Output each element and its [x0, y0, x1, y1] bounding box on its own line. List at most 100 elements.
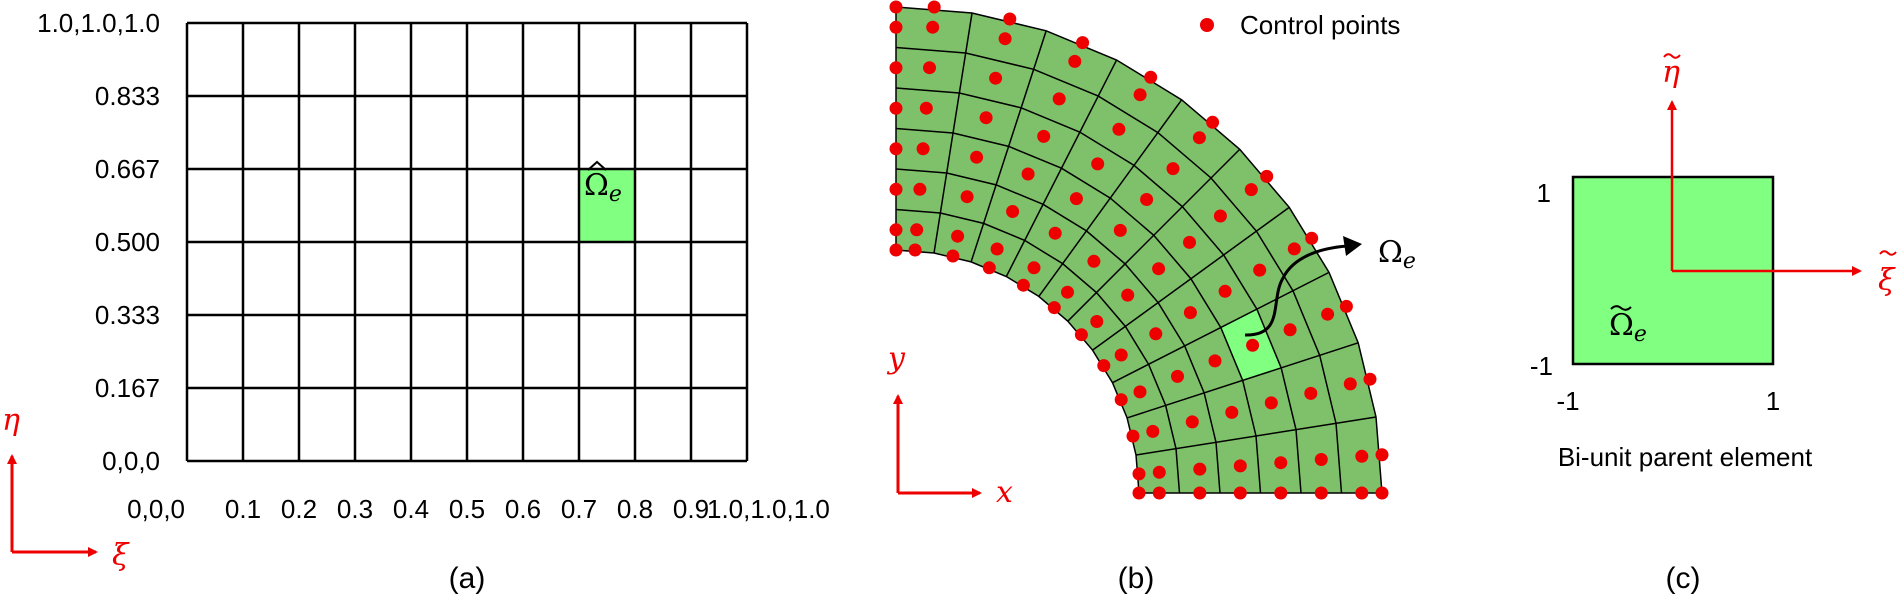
control-point: [1091, 157, 1105, 171]
caption-c: (c): [1666, 562, 1701, 595]
control-point: [1304, 386, 1318, 400]
tick-x-max: 1: [1766, 386, 1780, 416]
mesh-line-radial: [1005, 59, 1118, 277]
control-point: [1264, 396, 1278, 410]
control-point: [1233, 459, 1247, 473]
control-point: [1068, 54, 1082, 68]
control-point: [889, 61, 903, 75]
control-point: [1114, 393, 1128, 407]
omega-tilde-accent: [1610, 305, 1632, 311]
mapping-arrow: [1244, 244, 1349, 337]
xi-knot-label: 1.0,1.0,1.0: [707, 494, 830, 524]
control-point: [916, 142, 930, 156]
control-point: [1218, 284, 1232, 298]
control-point: [1140, 193, 1154, 206]
control-point: [1097, 359, 1111, 373]
legend-control-point-icon: [1200, 18, 1214, 32]
control-point: [1192, 131, 1206, 145]
control-point: [1027, 261, 1041, 275]
control-point: [1274, 486, 1288, 500]
tick-x-min: -1: [1556, 386, 1579, 416]
control-point: [1003, 12, 1017, 26]
control-point: [1260, 169, 1274, 183]
control-point: [1152, 262, 1166, 276]
control-point: [1321, 307, 1335, 321]
panel-b: Ωe Control points y x (b): [886, 0, 1416, 595]
legend-label: Control points: [1240, 10, 1400, 40]
highlighted-parametric-element: [579, 168, 635, 242]
control-point: [1006, 205, 1020, 218]
parametric-grid: [185, 21, 749, 463]
control-points: [889, 0, 1389, 500]
control-point: [982, 261, 996, 275]
mesh-line-radial: [1112, 271, 1330, 384]
control-point: [889, 0, 903, 14]
control-point: [910, 223, 924, 237]
xi-tilde-accent: [1879, 250, 1897, 256]
control-point: [889, 243, 903, 257]
control-point: [926, 20, 940, 34]
control-point: [960, 190, 974, 204]
control-point: [1244, 183, 1258, 197]
control-point: [1016, 278, 1030, 292]
control-point: [1133, 385, 1147, 399]
caption-a: (a): [449, 562, 486, 595]
panel-c: η ξ 1 -1 -1 1 Ωe Bi-unit parent element …: [1530, 53, 1897, 595]
xi-knot-label: 0,0,0: [127, 494, 185, 524]
control-point: [1314, 453, 1328, 466]
control-point: [1283, 323, 1297, 337]
control-point: [1149, 327, 1163, 341]
control-point: [889, 182, 903, 196]
xi-knot-label: 0.8: [617, 494, 653, 524]
control-point: [1061, 285, 1074, 299]
control-point: [908, 243, 922, 257]
control-point: [889, 101, 903, 115]
control-point: [1233, 486, 1247, 500]
physical-mesh: [895, 12, 1377, 494]
control-point: [913, 182, 927, 196]
mesh-line-radial: [1038, 99, 1183, 297]
xi-knot-label: 0.1: [225, 494, 261, 524]
control-point: [1144, 70, 1158, 84]
control-point: [946, 249, 960, 263]
control-point: [1225, 405, 1239, 419]
eta-tilde-accent: [1663, 53, 1681, 59]
control-point: [919, 101, 933, 115]
control-point: [1375, 448, 1389, 462]
control-point: [970, 150, 984, 164]
control-point: [923, 61, 936, 75]
control-point: [1185, 415, 1199, 429]
eta-knot-label: 0.333: [95, 300, 160, 330]
mapping-arrowhead-icon: [1343, 236, 1362, 256]
control-point: [1152, 465, 1166, 479]
control-point: [1114, 348, 1128, 362]
control-point: [1183, 235, 1196, 249]
tick-y-min: -1: [1530, 351, 1553, 381]
control-point: [889, 223, 903, 237]
eta-knot-label: 0.833: [95, 81, 160, 111]
tick-y-max: 1: [1537, 178, 1551, 208]
control-point: [1087, 254, 1101, 268]
control-point: [1132, 467, 1146, 481]
control-point: [1305, 231, 1319, 245]
control-point: [1113, 223, 1127, 237]
control-point: [1375, 486, 1389, 500]
xi-knot-label: 0.5: [449, 494, 485, 524]
control-point: [1208, 354, 1222, 368]
control-point: [989, 71, 1003, 85]
panel-a: 0,0,0 0.1 0.2 0.3 0.4 0.5 0.6 0.7 0.8 0.91.0,1.0,…: [2, 8, 830, 595]
xi-axis-label: ξ: [112, 538, 130, 573]
control-point: [1355, 486, 1369, 500]
control-point: [1339, 299, 1353, 313]
xi-knot-label: 0.2: [281, 494, 317, 524]
eta-tilde-axis-label: η: [1662, 55, 1680, 90]
eta-knot-label: 0.167: [95, 373, 160, 403]
control-point: [1183, 306, 1197, 320]
eta-knot-labels: 0,0,0 0.167 0.333 0.500 0.667 0.833 1.0,1.0,1.…: [37, 8, 160, 476]
eta-knot-label: 1.0,1.0,1.0: [37, 8, 160, 38]
control-point: [979, 111, 993, 125]
control-point: [1021, 167, 1035, 181]
mesh-line-radial: [1092, 206, 1290, 351]
mesh-line-radial: [933, 12, 973, 254]
element-label-hat: Ωe: [584, 168, 622, 207]
